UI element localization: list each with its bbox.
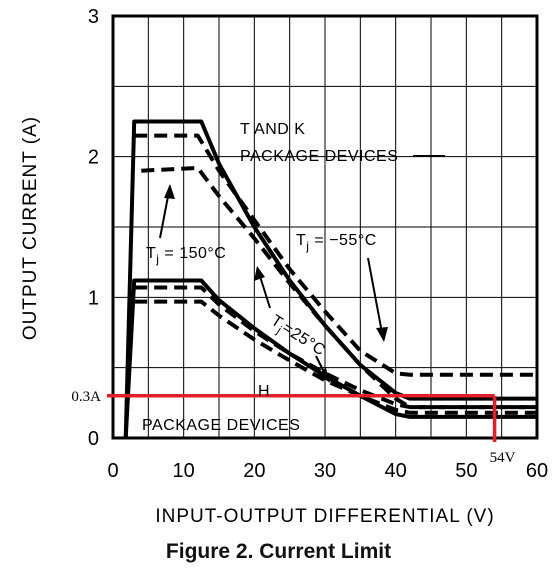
series-line-5 (134, 285, 537, 410)
x-axis-label: INPUT-OUTPUT DIFFERENTIAL (V) (155, 506, 494, 527)
x-tick-label: 20 (243, 460, 265, 482)
tk-package-label-line2: PACKAGE DEVICES (240, 148, 398, 165)
current-limit-chart: 0.3A 54V 0 10 20 30 40 50 60 0 1 2 3 INPUT-OUTPUT … (20, 6, 548, 527)
tj-150c-arrowhead (164, 184, 175, 199)
tj-minus55c-sub: j (305, 239, 309, 253)
x-tick-label: 40 (385, 460, 407, 482)
y-tick-label: 0 (88, 428, 99, 450)
tj-minus55c-pointer-line (367, 257, 384, 339)
figure-caption: Figure 2. Current Limit (165, 540, 392, 563)
tj-150c-label: Tj = 150°C (146, 245, 226, 266)
tj-25c-arrowhead-a (254, 266, 265, 281)
tj-150c-t: T (146, 245, 156, 262)
y-tick-labels: 0 1 2 3 (88, 6, 99, 450)
marker-label-0.3a: 0.3A (71, 389, 101, 405)
tj-minus55c-rest: = −55°C (309, 232, 376, 249)
y-axis-label: OUTPUT CURRENT (A) (20, 116, 41, 340)
tj-minus55c-t: T (296, 232, 306, 249)
series-line-4 (123, 278, 537, 439)
x-tick-label: 60 (526, 460, 548, 482)
plot-frame (111, 14, 539, 440)
h-package-label-line1: H (258, 383, 270, 400)
x-tick-labels: 0 10 20 30 40 50 60 (107, 460, 548, 482)
y-tick-label: 2 (88, 147, 99, 169)
x-tick-label: 50 (455, 460, 477, 482)
red-markers: 0.3A 54V (71, 389, 515, 466)
tj-minus55c-label: Tj = −55°C (296, 232, 377, 253)
chart-grid (113, 16, 537, 438)
x-tick-label: 0 (107, 460, 118, 482)
tj-minus55c-arrowhead (376, 327, 388, 342)
tj-25c-sub: j (273, 323, 284, 337)
series-line-2 (134, 133, 537, 377)
chart-curves (123, 119, 537, 439)
tj-150c-sub: j (155, 252, 159, 266)
x-tick-label: 30 (314, 460, 336, 482)
x-tick-label: 10 (173, 460, 195, 482)
series-line-3 (141, 165, 537, 410)
marker-label-54v: 54V (490, 450, 516, 466)
h-package-label-line2: PACKAGE DEVICES (142, 417, 300, 434)
y-tick-label: 1 (88, 287, 99, 309)
tk-package-label-line1: T AND K (240, 121, 305, 138)
annotation-arrowheads (164, 184, 388, 383)
tj-25c-arrowhead-b (318, 368, 330, 383)
tj-150c-rest: = 150°C (159, 245, 226, 262)
y-tick-label: 3 (88, 6, 99, 28)
